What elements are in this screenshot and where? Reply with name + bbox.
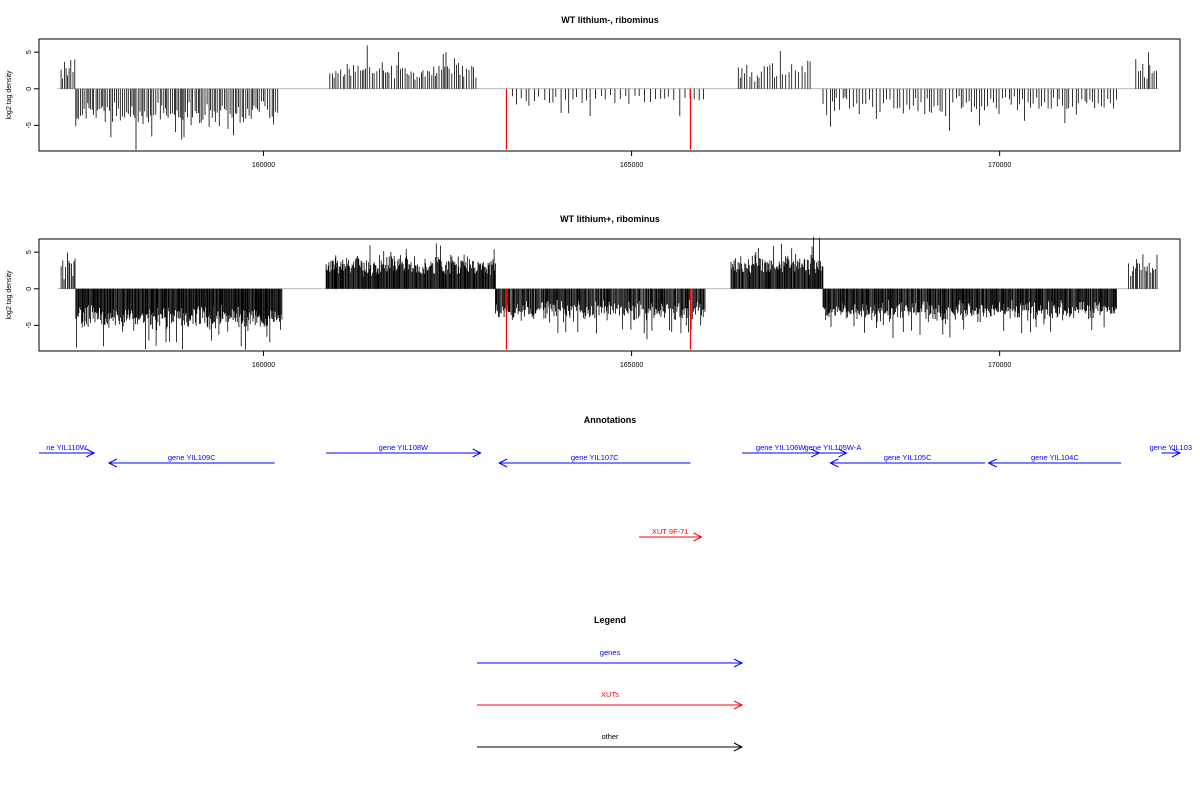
x-axis: 160000 165000 170000 [252,351,1011,369]
y-axis-label: log2 tag density [6,70,13,120]
y-axis-label: log2 tag density [6,270,13,320]
y-tick-label: 0 [26,287,33,291]
feature-label: gene YIL105W-A [804,443,861,452]
feature-label: gene YIL107C [571,453,619,462]
x-tick-label: 170000 [988,362,1011,369]
x-tick-label: 165000 [620,362,643,369]
feature-arrow-head [85,448,96,458]
y-tick-label: -5 [26,322,33,328]
legend-title: Legend [594,615,626,625]
feature-label: ne YIL110W [46,443,88,452]
feature-arrow-head [472,448,482,458]
feature-arrow-head [829,458,839,468]
feature-label: gene YIL108W [379,443,429,452]
legend: Legend genes XUTs other [477,615,744,752]
y-tick-label: -5 [26,122,33,128]
annotations-track: Annotations ne YIL110W gene YIL109C gene Y… [39,415,1192,542]
x-tick-label: 160000 [252,362,275,369]
plot-frame [38,238,1181,352]
x-axis: 160000 165000 170000 [252,151,1011,169]
y-tick-label: 5 [26,50,33,54]
x-tick-label: 170000 [988,162,1011,169]
legend-arrow-head [733,700,744,710]
panel-lithium-plus: WT lithium+, ribominus 160000 165000 17000… [6,214,1181,369]
feature-label: gene YIL109C [168,453,216,462]
feature-label: XUT 9F-71 [652,527,689,536]
legend-arrow-head [733,658,744,668]
annotation-features: ne YIL110W gene YIL109C gene YIL108W gene Y… [39,443,1192,542]
feature-arrow-head [987,458,997,468]
y-tick-label: 5 [26,250,33,254]
feature-arrow-head [693,532,703,542]
bars-group [57,236,1158,350]
feature-arrow-head [838,448,848,458]
feature-label: gene YIL104C [1031,453,1079,462]
y-tick-label: 0 [26,87,33,91]
plot-frame [38,38,1181,152]
legend-label: other [601,732,619,741]
x-tick-label: 165000 [620,162,643,169]
feature-label: gene YIL103 [1150,443,1192,452]
panel-title: WT lithium+, ribominus [560,214,660,224]
feature-arrow-head [497,458,508,468]
bars-group [57,45,1158,150]
legend-arrow-head [733,742,744,752]
feature-arrow-head [1171,448,1182,458]
feature-arrow-head [107,458,118,468]
legend-entries: genes XUTs other [477,648,744,752]
legend-label: genes [600,648,621,657]
y-axis: -5 0 5 [26,50,39,128]
x-tick-label: 160000 [252,162,275,169]
legend-label: XUTs [601,690,619,699]
feature-label: gene YIL105C [884,453,932,462]
y-axis: -5 0 5 [26,250,39,328]
annotations-title: Annotations [584,415,637,425]
panel-lithium-minus: WT lithium-, ribominus 160000 165000 17000… [6,15,1181,169]
feature-label: gene YIL106W [756,443,806,452]
panel-title: WT lithium-, ribominus [561,15,659,25]
